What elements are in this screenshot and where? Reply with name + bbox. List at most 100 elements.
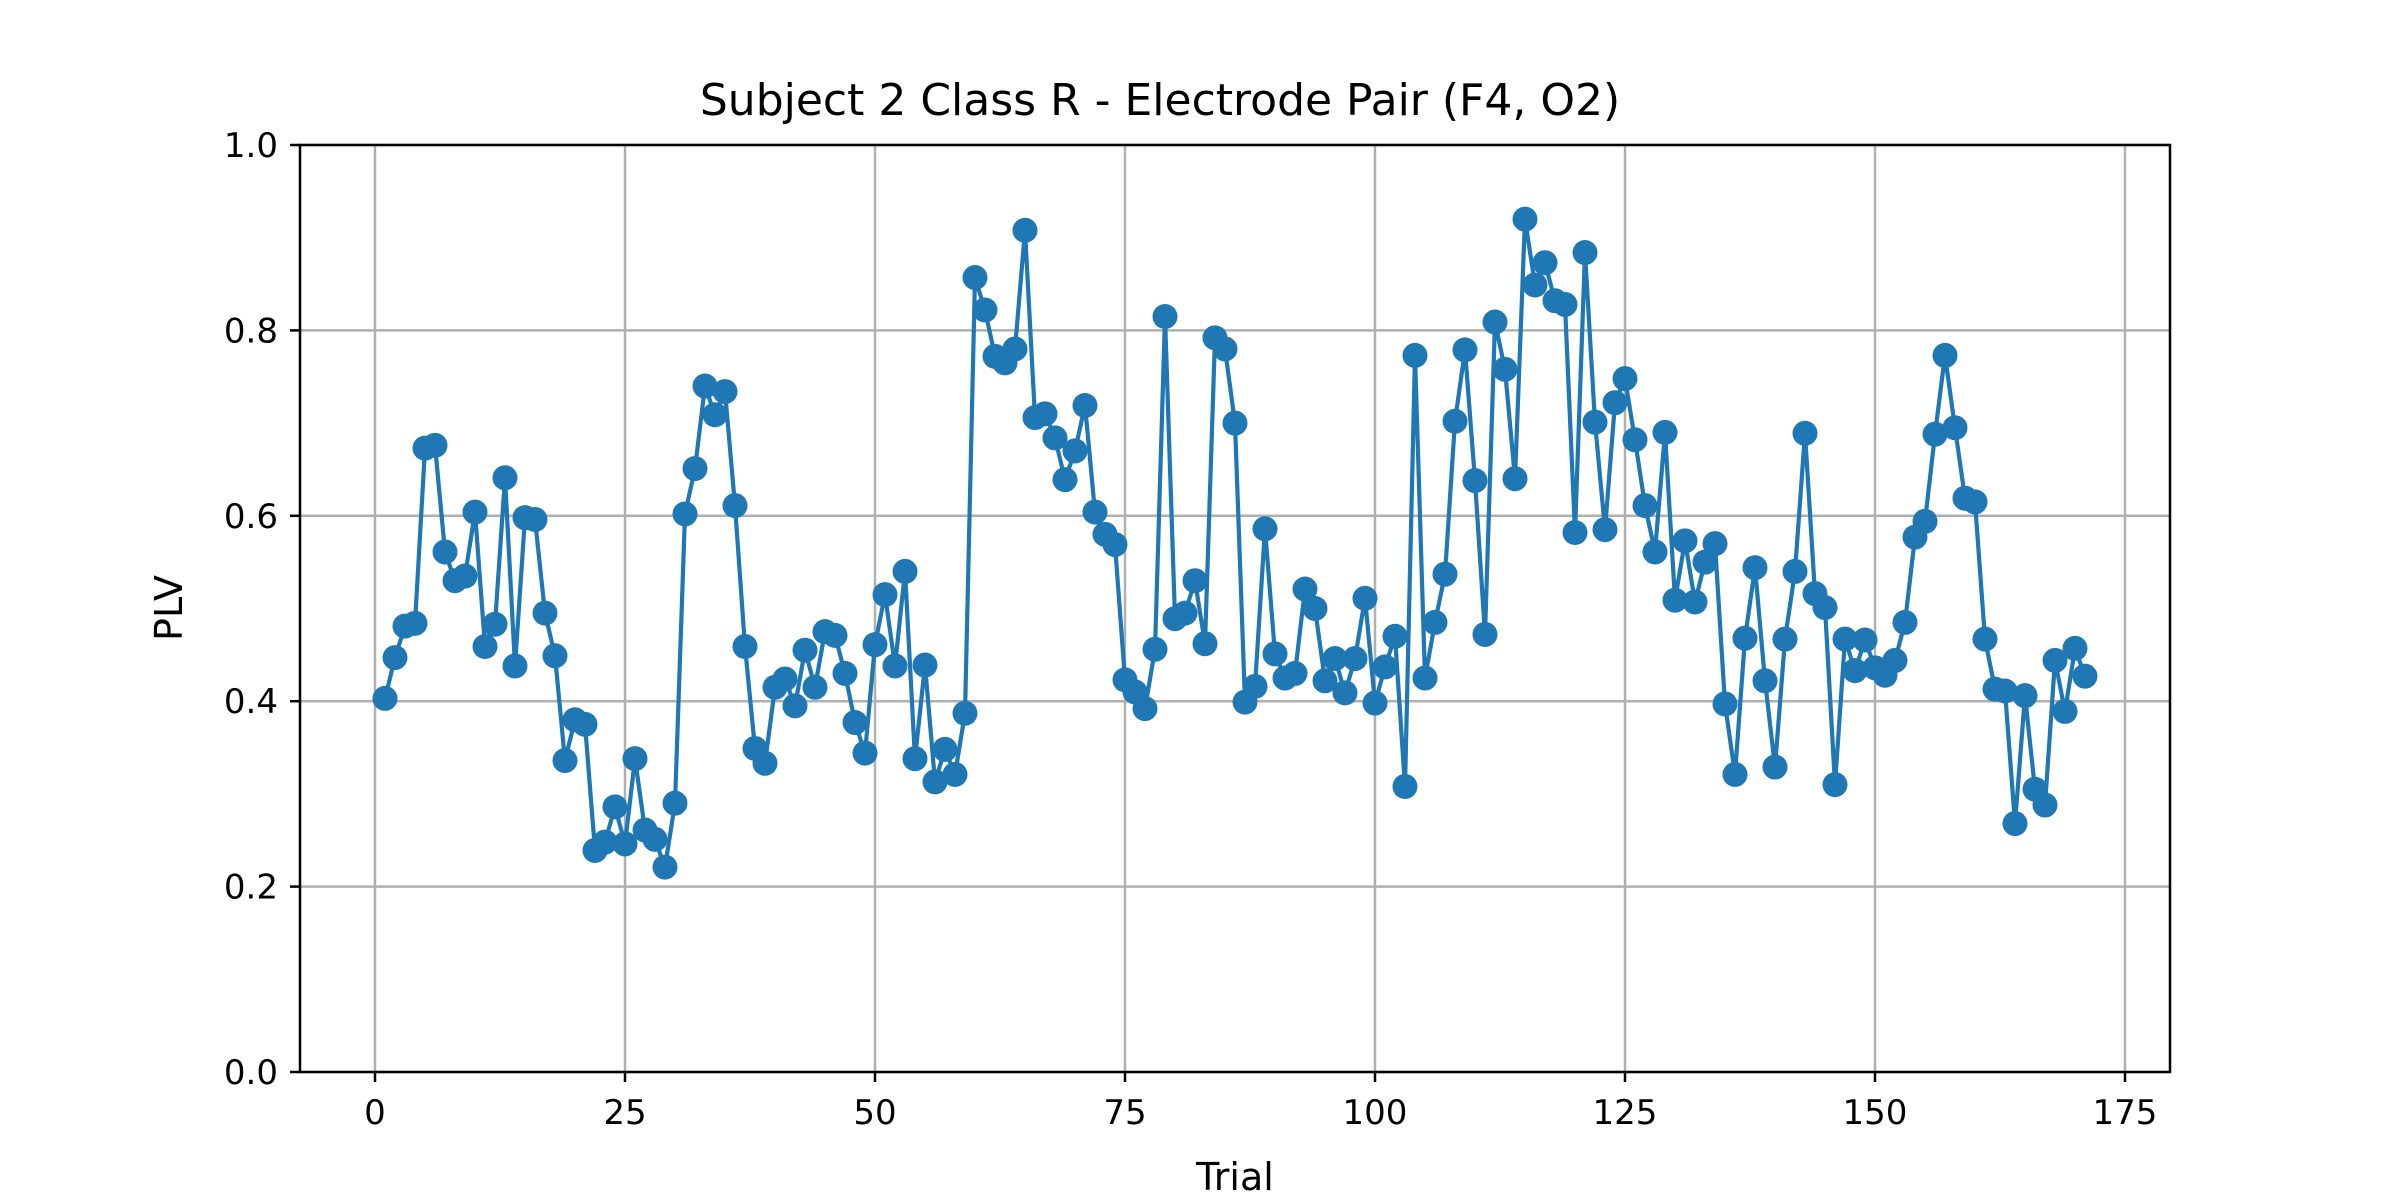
- data-point: [1032, 401, 1058, 427]
- data-point: [1522, 272, 1548, 298]
- data-point: [1012, 217, 1038, 243]
- data-point: [2072, 663, 2098, 689]
- data-point: [1372, 654, 1398, 680]
- data-point: [1452, 337, 1478, 363]
- data-point: [1822, 772, 1848, 798]
- data-point: [702, 402, 728, 428]
- data-point: [1142, 636, 1168, 662]
- data-point: [962, 265, 988, 291]
- data-point: [2002, 811, 2028, 837]
- data-point: [672, 501, 698, 527]
- data-point: [1662, 587, 1688, 613]
- data-point: [972, 297, 998, 323]
- data-point: [692, 373, 718, 399]
- data-point: [1332, 680, 1358, 706]
- data-point: [1752, 668, 1778, 694]
- data-point: [602, 794, 628, 820]
- data-point: [652, 854, 678, 880]
- data-point: [1152, 304, 1178, 329]
- y-tick-label: 0.8: [224, 311, 278, 351]
- data-point: [1892, 609, 1918, 635]
- x-axis-ticks: 0 25 50 75 100 125 150 175: [364, 1072, 2157, 1133]
- data-point: [1072, 392, 1098, 418]
- data-point: [472, 634, 498, 660]
- data-point: [1942, 415, 1968, 441]
- chart-title: Subject 2 Class R - Electrode Pair (F4, …: [700, 75, 1620, 126]
- data-point: [872, 582, 898, 608]
- data-point: [482, 611, 508, 637]
- data-point: [1262, 641, 1288, 667]
- data-point: [772, 666, 798, 692]
- data-point: [952, 700, 978, 726]
- data-point: [1432, 561, 1458, 587]
- data-point: [1082, 499, 1108, 525]
- plot-frame: [298, 143, 2172, 1074]
- data-point: [492, 465, 518, 491]
- data-point: [1612, 366, 1638, 392]
- data-point: [802, 674, 828, 700]
- data-point: [1392, 773, 1418, 799]
- data-point: [1962, 489, 1988, 515]
- data-point: [1762, 754, 1788, 780]
- data-point: [1482, 309, 1508, 335]
- data-point: [1932, 342, 1958, 368]
- data-point: [1502, 466, 1528, 492]
- data-point: [792, 637, 818, 663]
- data-point: [372, 685, 398, 711]
- data-point: [1622, 427, 1648, 453]
- data-point: [462, 499, 488, 525]
- data-point: [452, 563, 478, 589]
- data-point: [1792, 420, 1818, 446]
- data-point: [532, 600, 558, 626]
- data-point: [1192, 631, 1218, 657]
- y-tick-label: 0.4: [224, 682, 278, 722]
- data-point: [1722, 761, 1748, 787]
- x-tick-label: 100: [1343, 1093, 1408, 1133]
- data-point: [1462, 468, 1488, 494]
- data-point: [1532, 250, 1558, 276]
- data-point: [2052, 698, 2078, 724]
- data-point: [1242, 673, 1268, 699]
- data-point: [1062, 438, 1088, 464]
- data-point: [1772, 626, 1798, 652]
- data-point: [862, 632, 888, 658]
- data-point: [882, 653, 908, 679]
- data-point: [1402, 342, 1428, 368]
- data-point: [1362, 690, 1388, 716]
- data-point: [942, 761, 968, 787]
- data-point: [1132, 696, 1158, 722]
- data-point: [892, 558, 918, 584]
- data-point: [1052, 467, 1078, 493]
- data-point: [522, 507, 548, 533]
- data-point: [2042, 647, 2068, 673]
- data-point: [1412, 665, 1438, 691]
- data-point: [642, 826, 668, 852]
- data-point: [822, 622, 848, 648]
- data-point: [1422, 609, 1448, 635]
- data-point: [1222, 410, 1248, 436]
- data-point: [722, 493, 748, 519]
- data-point: [1602, 390, 1628, 416]
- data-point: [572, 711, 598, 737]
- x-tick-label: 175: [2093, 1093, 2158, 1133]
- data-point: [1832, 626, 1858, 652]
- data-point: [622, 746, 648, 772]
- data-point: [1352, 585, 1378, 611]
- x-tick-label: 150: [1843, 1093, 1908, 1133]
- data-point: [1442, 408, 1468, 434]
- data-point: [1322, 646, 1348, 672]
- data-point: [1632, 493, 1658, 519]
- data-point: [1592, 517, 1618, 543]
- data-point: [1882, 647, 1908, 673]
- data-point: [1002, 336, 1028, 362]
- data-point: [842, 710, 868, 736]
- data-point: [1342, 646, 1368, 672]
- data-point: [1692, 549, 1718, 575]
- data-point: [1512, 206, 1538, 232]
- data-point: [1302, 596, 1328, 621]
- data-point: [1172, 600, 1198, 626]
- x-axis-label: Trial: [1195, 1155, 1274, 1199]
- data-point: [2062, 635, 2088, 661]
- data-point: [1852, 627, 1878, 653]
